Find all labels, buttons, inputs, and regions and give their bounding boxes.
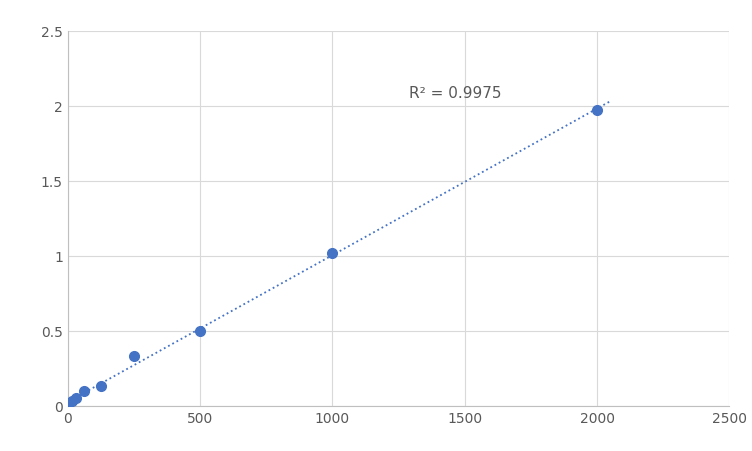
Point [62, 402, 74, 410]
Point [128, 353, 140, 360]
Point [70, 395, 82, 402]
Point [95, 383, 107, 390]
Point [65, 398, 77, 405]
Point [591, 107, 603, 115]
Point [326, 249, 338, 257]
Point [78, 387, 90, 395]
Point [194, 327, 206, 335]
Text: R² = 0.9975: R² = 0.9975 [409, 86, 502, 101]
